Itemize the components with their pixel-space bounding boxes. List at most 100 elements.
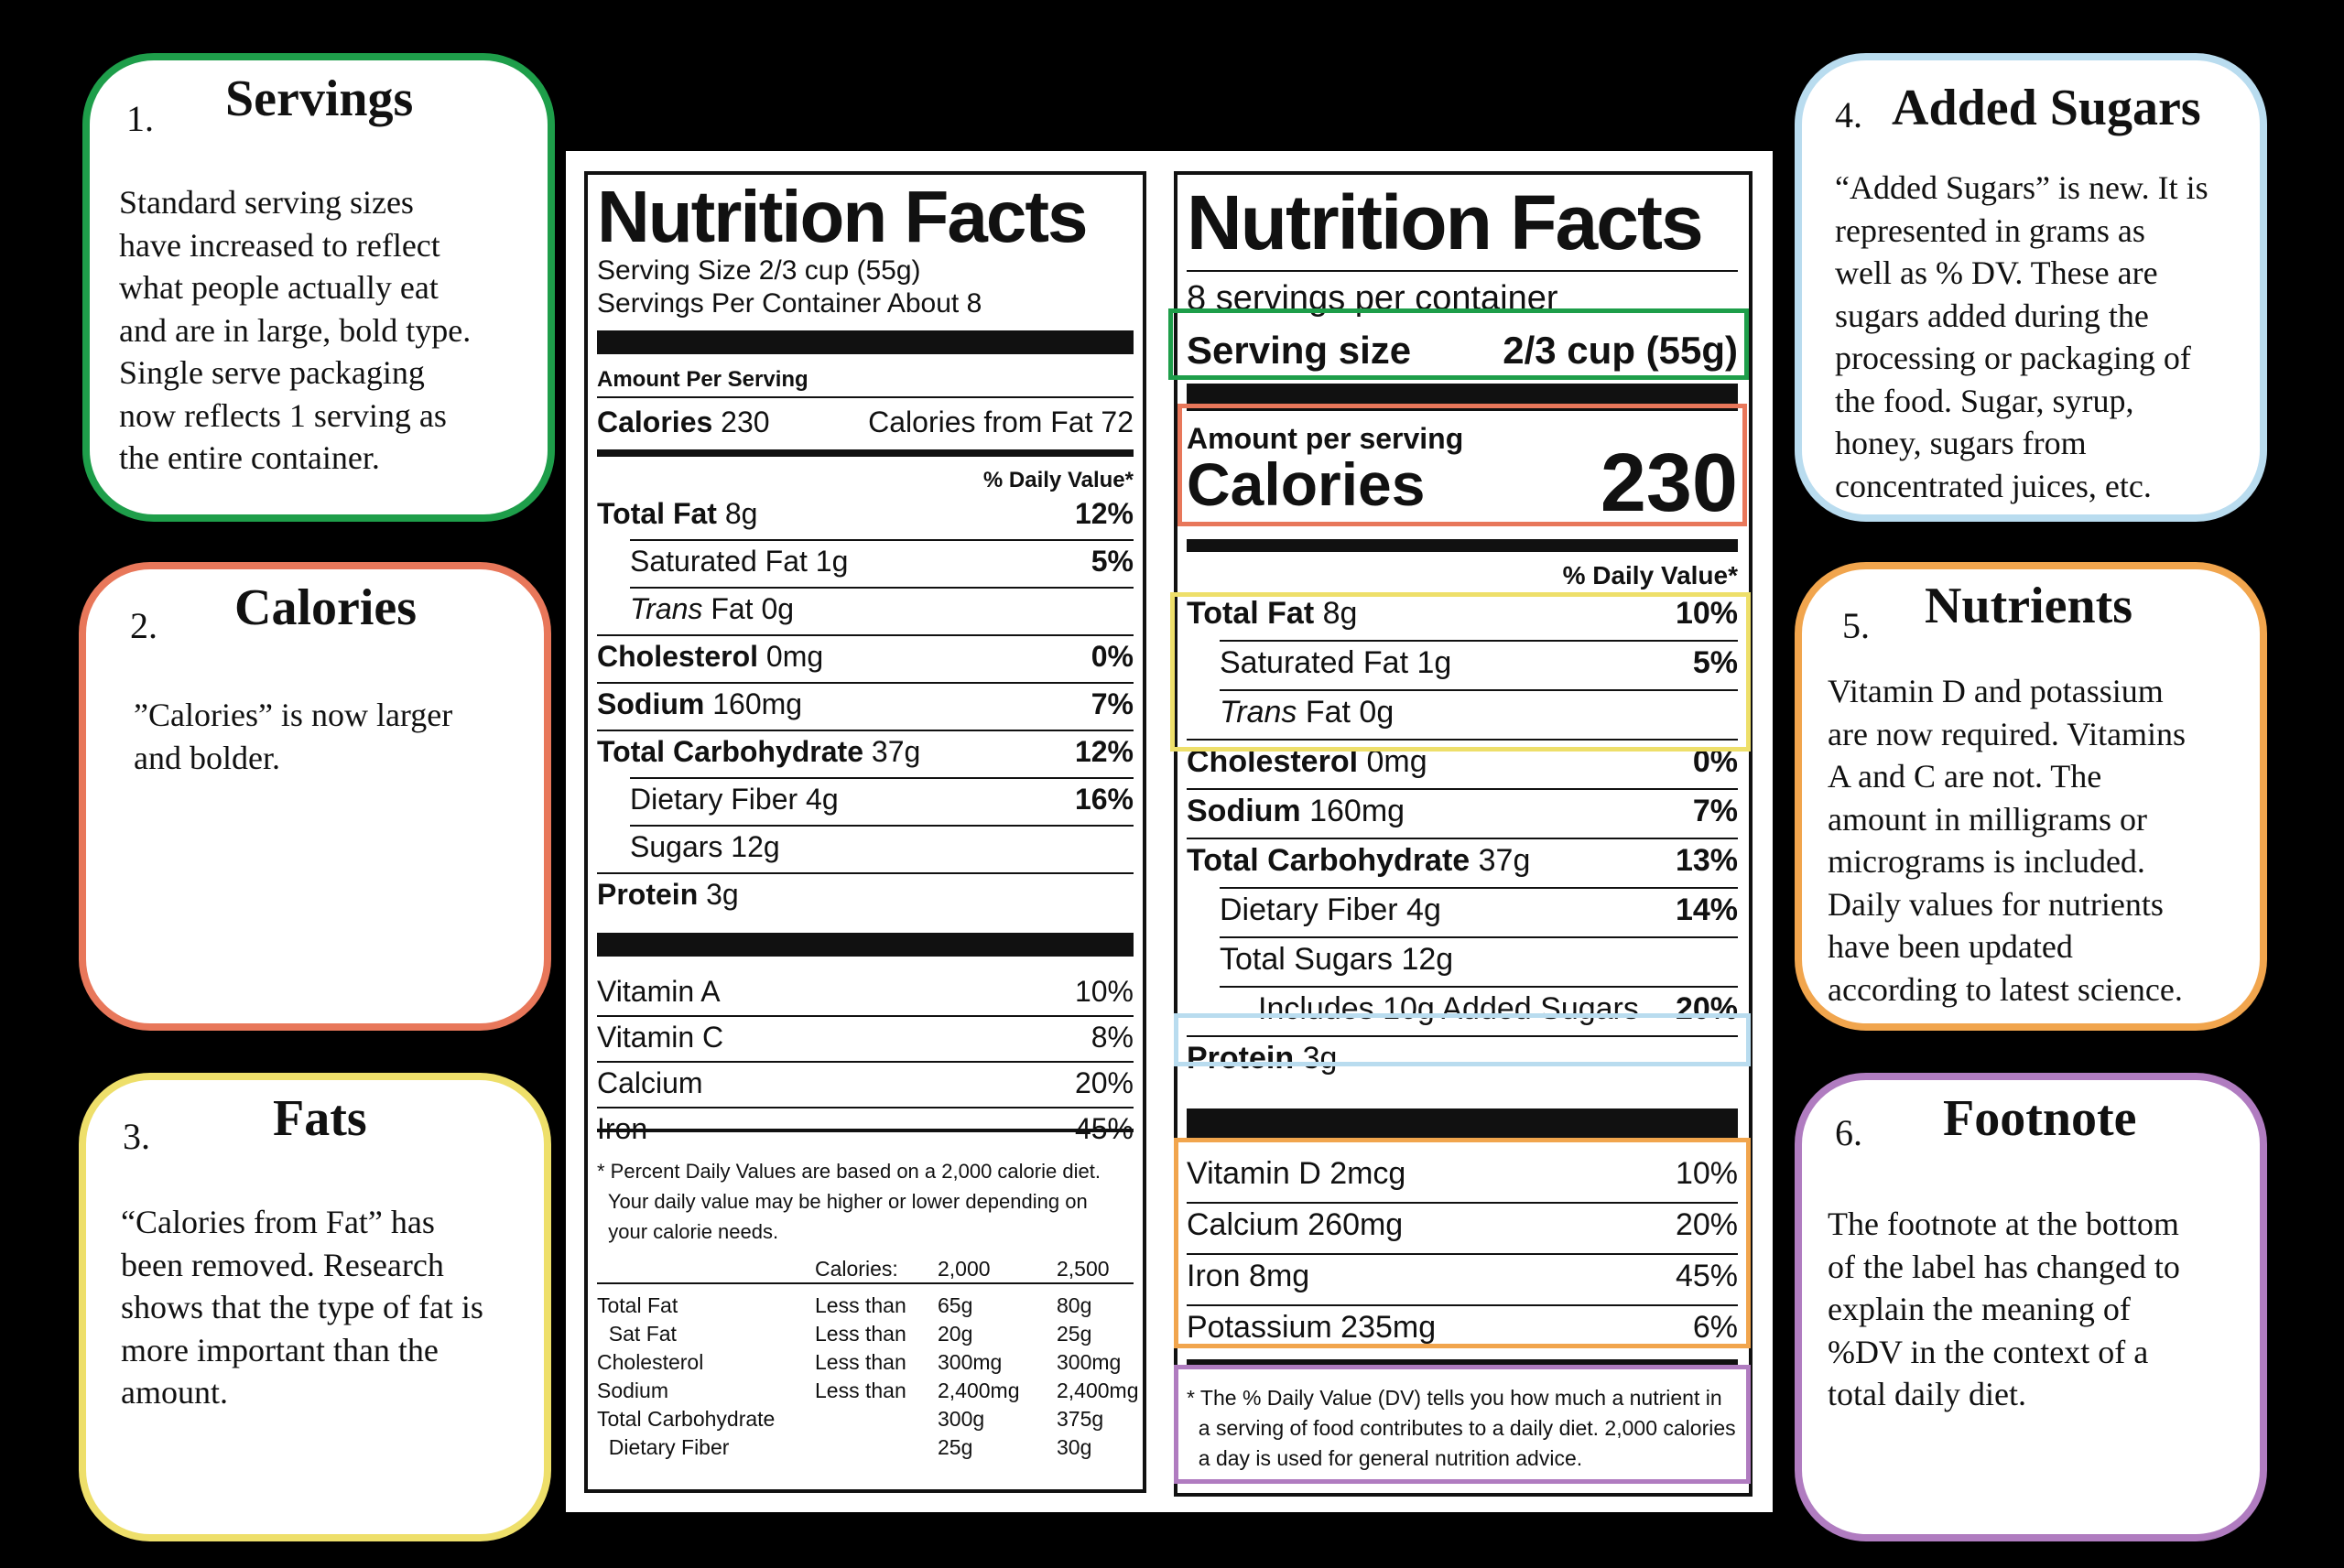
nutrient-name: Protein — [1187, 1041, 1295, 1076]
nutrient-row: Sodium 160mg 7% — [1187, 794, 1738, 829]
divider — [597, 1015, 1134, 1017]
card-footnote: 6. Footnote The footnote at the bottom o… — [1795, 1073, 2267, 1541]
card-text: The footnote at the bottom of the label … — [1828, 1206, 2180, 1412]
old-calories-value: 230 — [712, 406, 770, 438]
highlight-nutrients — [1174, 1138, 1751, 1348]
nutrient-row: Cholesterol 0mg 0% — [597, 640, 1134, 674]
divider — [597, 330, 1134, 354]
highlight-fats — [1170, 592, 1751, 752]
nutrient-row: Dietary Fiber 4g 14% — [1187, 892, 1738, 928]
vitamin-dv: 8% — [1091, 1021, 1134, 1054]
card-title: Calories — [234, 579, 418, 636]
new-calories-row: Calories 230 — [1187, 438, 1738, 529]
dv-table-cell: 25g — [1057, 1322, 1092, 1346]
dv-table-cell: 30g — [1057, 1435, 1092, 1459]
nutrient-amount: 160mg — [704, 687, 803, 720]
vitamin-row: Vitamin C 8% — [597, 1021, 1134, 1054]
card-text: Vitamin D and potassium are now required… — [1828, 673, 2187, 1008]
nutrient-row: Total Fat 8g 12% — [597, 497, 1134, 531]
nutrient-amount: Includes 10g Added Sugars — [1258, 991, 1639, 1026]
divider — [597, 1129, 1134, 1132]
nutrient-row: Protein 3g — [1187, 1041, 1738, 1076]
vitamin-name: Calcium 260mg — [1187, 1207, 1404, 1242]
nutrient-row: Saturated Fat 1g 5% — [597, 545, 1134, 579]
divider — [597, 634, 1134, 636]
card-title: Fats — [273, 1090, 367, 1147]
highlight-footnote — [1174, 1365, 1751, 1484]
new-serving-size-label: Serving size — [1187, 329, 1412, 372]
nutrient-dv: 7% — [1091, 687, 1134, 720]
nutrient-amount: 160mg — [1300, 794, 1405, 828]
vitamin-dv: 6% — [1692, 1310, 1738, 1345]
old-footnote: * Percent Daily Values are based on a 2,… — [597, 1160, 1101, 1243]
nutrient-row: Includes 10g Added Sugars 20% — [1187, 991, 1738, 1027]
vitamin-name: Calcium — [597, 1066, 703, 1099]
dv-table-head-cell: 2,500 — [1057, 1257, 1110, 1281]
nutrient-name: Total Carbohydrate — [1187, 843, 1470, 878]
nutrient-dv: 12% — [1074, 497, 1134, 530]
card-number: 1. — [126, 98, 154, 139]
highlight-calories — [1177, 404, 1747, 526]
nutrient-amount: 3g — [1294, 1041, 1338, 1076]
nutrient-row: Trans Fat 0g — [1187, 695, 1738, 730]
dv-table-cell: Less than — [815, 1350, 906, 1374]
card-nutrients: 5. Nutrients Vitamin D and potassium are… — [1795, 562, 2267, 1031]
vitamin-dv: 10% — [1675, 1156, 1738, 1191]
divider — [1220, 986, 1738, 988]
nutrient-row: Dietary Fiber 4g 16% — [597, 783, 1134, 816]
divider — [1187, 539, 1738, 552]
nutrient-dv: 16% — [1074, 783, 1134, 816]
nutrient-amount: Saturated Fat 1g — [1220, 645, 1452, 680]
nutrient-row: Saturated Fat 1g 5% — [1187, 645, 1738, 681]
dv-table-cell: 300mg — [938, 1350, 1003, 1374]
divider — [597, 396, 1134, 398]
nutrient-amount: Dietary Fiber 4g — [630, 783, 839, 816]
old-serving-size: Serving Size 2/3 cup (55g) — [597, 255, 921, 286]
nutrient-name: Sodium — [1187, 794, 1301, 828]
old-nutrition-label: Nutrition Facts Serving Size 2/3 cup (55… — [584, 171, 1146, 1493]
labels-panel: Nutrition Facts Serving Size 2/3 cup (55… — [566, 151, 1773, 1512]
divider — [597, 730, 1134, 731]
divider — [597, 933, 1134, 957]
divider — [597, 682, 1134, 684]
vitamin-row: Iron 8mg 45% — [1187, 1259, 1738, 1294]
card-title: Nutrients — [1925, 578, 2133, 634]
card-added-sugars: 4. Added Sugars “Added Sugars” is new. I… — [1795, 53, 2267, 522]
vitamin-dv: 20% — [1675, 1207, 1738, 1242]
nutrient-row: Trans Fat 0g — [597, 592, 1134, 626]
nutrient-amount: Fat 0g — [1297, 695, 1394, 730]
nutrient-amount: Fat 0g — [702, 592, 795, 625]
nutrient-row: Total Carbohydrate 37g 12% — [597, 735, 1134, 769]
nutrient-dv: 14% — [1675, 892, 1738, 927]
nutrient-row: Total Sugars 12g — [1187, 942, 1738, 978]
dv-table-head-cell: 2,000 — [938, 1257, 991, 1281]
dv-table-cell: 375g — [1057, 1407, 1104, 1431]
card-fats: 3. Fats “Calories from Fat” has been rem… — [79, 1073, 551, 1541]
dv-table-cell: Total Fat — [597, 1293, 678, 1317]
dv-table-cell: 2,400mg — [1057, 1379, 1139, 1402]
card-text: ”Calories” is now larger and bolder. — [134, 697, 453, 776]
vitamin-name: Vitamin D 2mcg — [1187, 1156, 1406, 1191]
highlight-servings — [1168, 308, 1749, 380]
vitamin-name: Potassium 235mg — [1187, 1310, 1437, 1345]
dv-table-cell: Sodium — [597, 1379, 668, 1402]
old-label-title: Nutrition Facts — [597, 176, 1088, 257]
vitamin-row: Potassium 235mg 6% — [1187, 1310, 1738, 1346]
vitamin-dv: 20% — [1074, 1066, 1134, 1099]
dv-table-cell: Cholesterol — [597, 1350, 704, 1374]
divider — [1187, 1108, 1738, 1140]
old-calories-fat: Calories from Fat 72 — [868, 406, 1134, 438]
vitamin-dv: 10% — [1074, 975, 1134, 1008]
old-dv-header-text: % Daily Value* — [982, 468, 1134, 492]
divider — [1187, 788, 1738, 790]
nutrient-row: Sugars 12g — [597, 830, 1134, 864]
nutrient-amount: Sugars 12g — [630, 830, 780, 863]
card-number: 6. — [1835, 1112, 1862, 1153]
nutrient-name: Total Fat — [597, 497, 717, 530]
nutrient-amount: 0mg — [758, 640, 824, 673]
divider — [1187, 1304, 1738, 1306]
nutrient-dv: 7% — [1692, 794, 1738, 828]
dv-table-cell: 25g — [938, 1435, 973, 1459]
dv-table-cell: Total Carbohydrate — [597, 1407, 776, 1431]
card-calories: 2. Calories ”Calories” is now larger and… — [79, 562, 551, 1031]
